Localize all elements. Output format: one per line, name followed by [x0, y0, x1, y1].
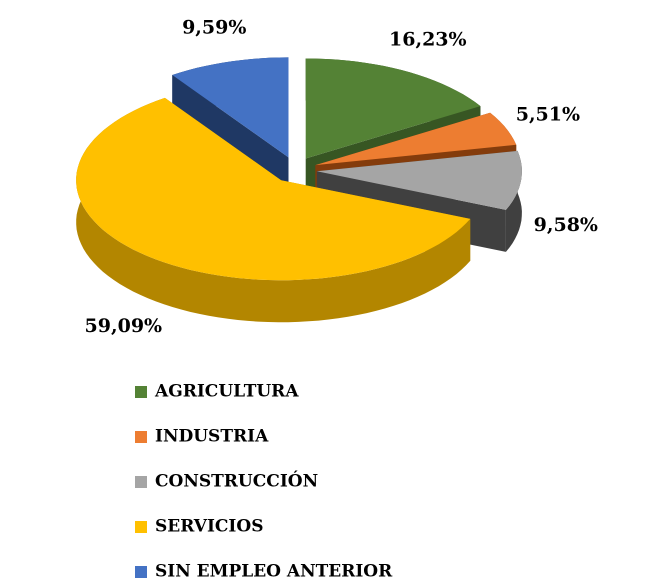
legend-swatch — [135, 521, 147, 533]
legend-swatch — [135, 566, 147, 578]
legend-label: SERVICIOS — [155, 517, 263, 537]
slice-side — [76, 97, 471, 323]
data-label: 16,23% — [389, 29, 467, 51]
legend-label: AGRICULTURA — [154, 382, 299, 402]
slice — [172, 57, 289, 158]
slice — [305, 58, 481, 159]
legend-swatch — [135, 386, 147, 398]
legend-swatch — [135, 476, 147, 488]
data-label: 9,58% — [534, 214, 598, 236]
data-label: 5,51% — [516, 103, 580, 125]
legend-label: CONSTRUCCIÓN — [155, 471, 318, 492]
legend-label: INDUSTRIA — [155, 427, 269, 447]
data-label: 9,59% — [182, 16, 246, 38]
data-label: 59,09% — [85, 315, 163, 337]
legend-label: SIN EMPLEO ANTERIOR — [155, 562, 393, 582]
slice — [315, 112, 517, 166]
slice — [316, 150, 522, 210]
legend-swatch — [135, 431, 147, 443]
slice — [76, 97, 471, 281]
